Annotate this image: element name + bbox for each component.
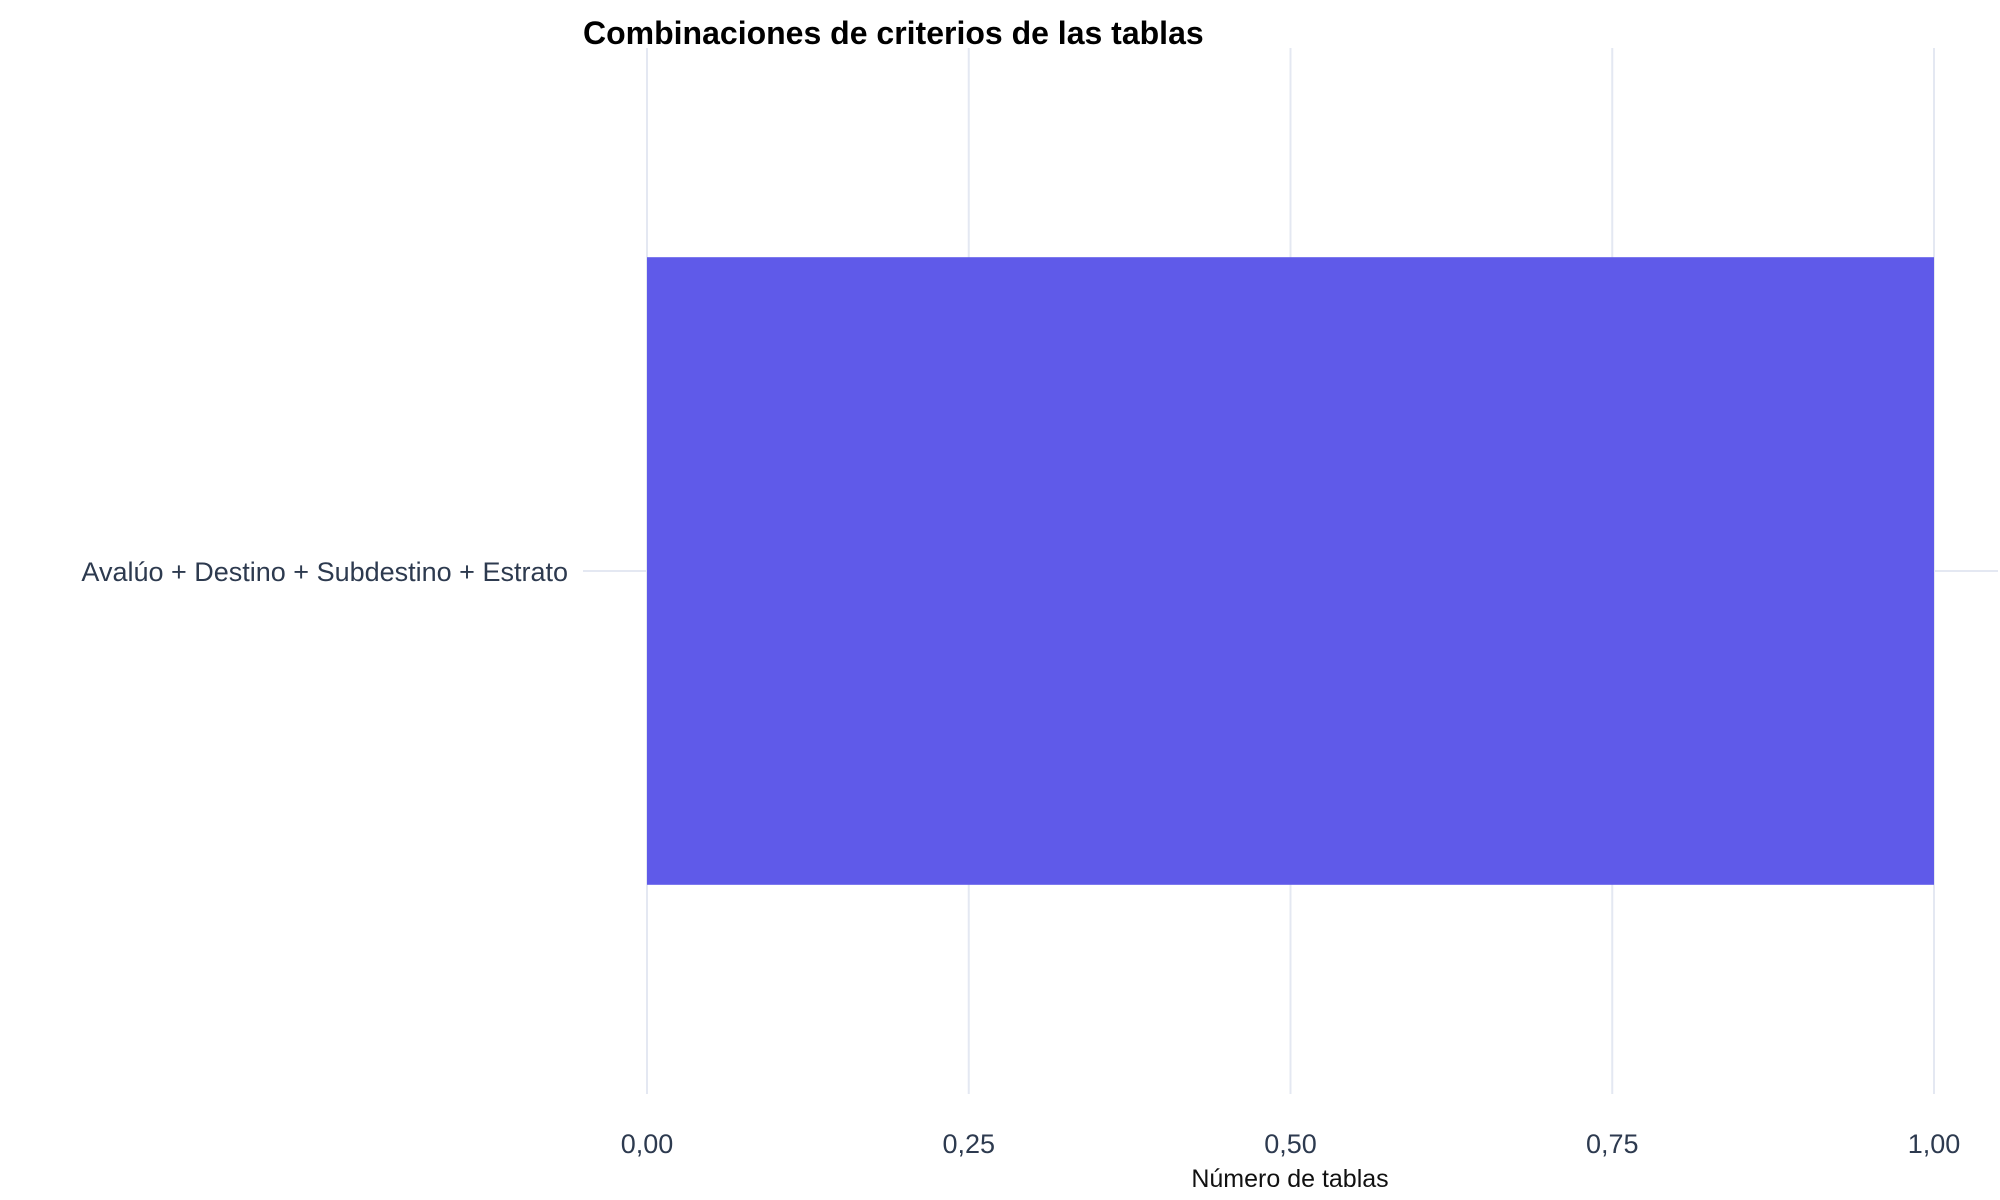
bar — [647, 257, 1934, 885]
x-tick-label: 0,25 — [942, 1129, 995, 1159]
x-tick-label: 0,00 — [621, 1129, 674, 1159]
x-tick-label: 1,00 — [1908, 1129, 1961, 1159]
y-tick-labels: Avalúo + Destino + Subdestino + Estrato — [81, 557, 568, 587]
x-tick-label: 0,75 — [1586, 1129, 1639, 1159]
y-tick-label: Avalúo + Destino + Subdestino + Estrato — [81, 557, 568, 587]
x-tick-labels: 0,00 0,25 0,50 0,75 1,00 — [621, 1129, 1961, 1159]
chart-title: Combinaciones de criterios de las tablas — [583, 15, 1204, 51]
bar-layer — [647, 257, 1934, 885]
x-axis-title: Número de tablas — [1191, 1165, 1388, 1193]
x-tick-label: 0,50 — [1264, 1129, 1317, 1159]
